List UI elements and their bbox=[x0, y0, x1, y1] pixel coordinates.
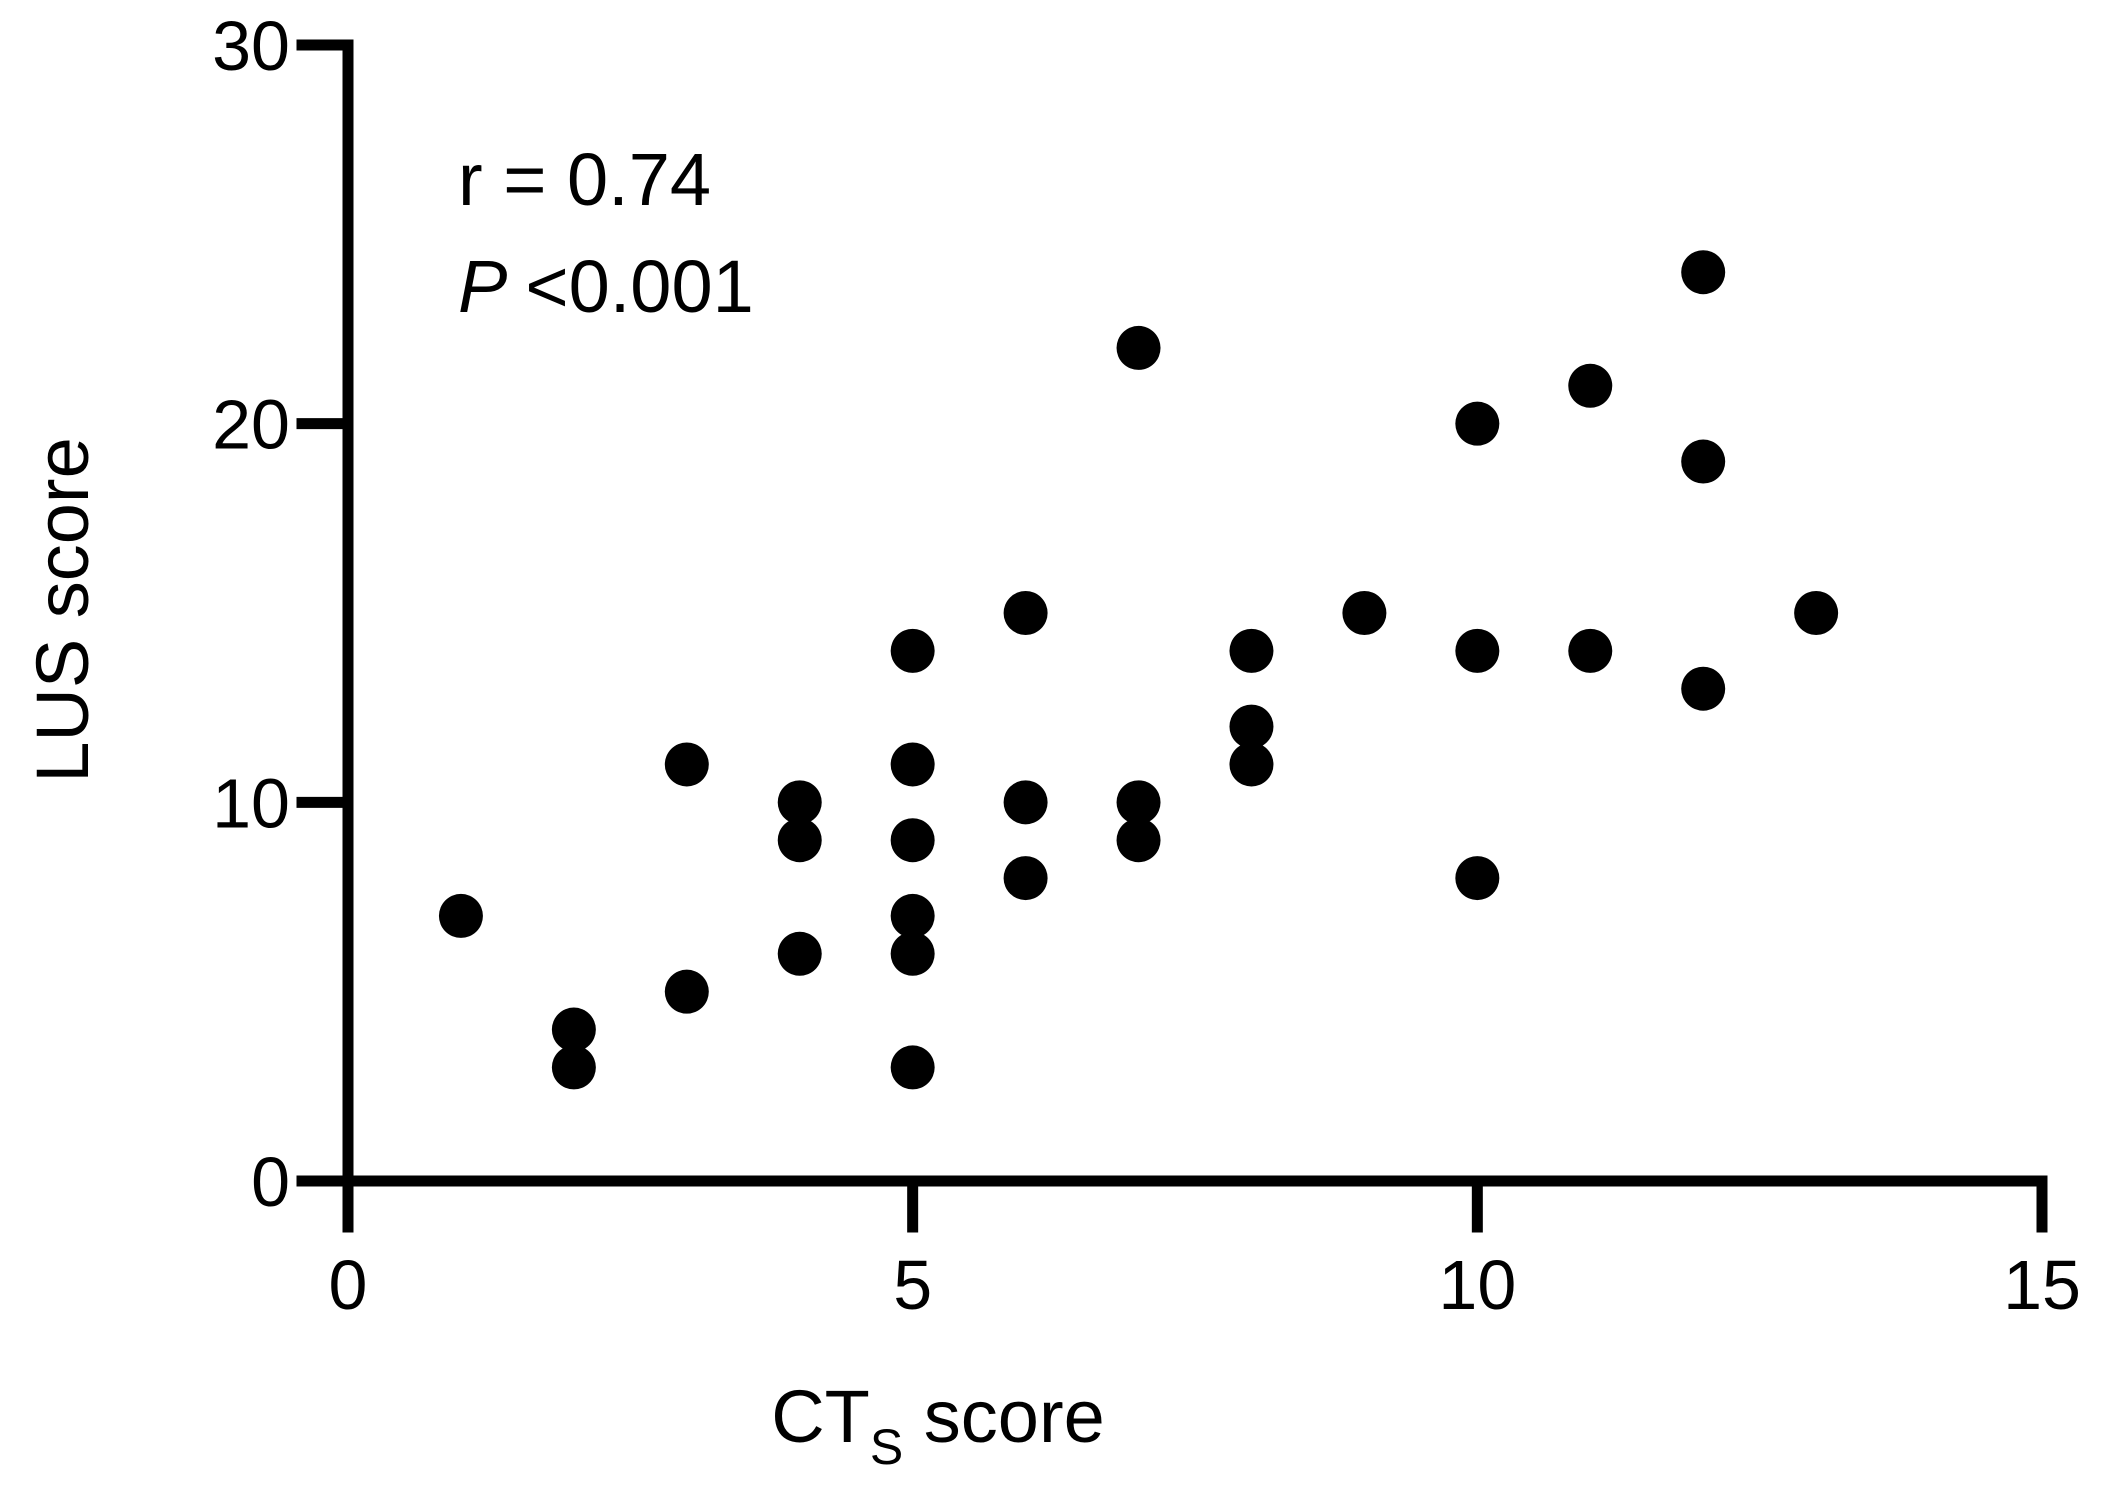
y-tick-label: 10 bbox=[212, 764, 290, 842]
x-axis-title-subscript: S bbox=[870, 1419, 903, 1475]
data-point bbox=[1794, 591, 1839, 635]
y-tick-label: 20 bbox=[212, 386, 290, 464]
x-axis-title-suffix: score bbox=[903, 1375, 1105, 1458]
annotation-p-value: <0.001 bbox=[525, 245, 753, 328]
x-tick-label: 15 bbox=[2003, 1246, 2081, 1324]
y-axis-title: LUS score bbox=[21, 437, 104, 782]
data-point bbox=[1568, 628, 1613, 673]
data-point bbox=[551, 1007, 596, 1052]
annotation-p-symbol: P bbox=[458, 245, 507, 328]
data-point bbox=[1229, 704, 1274, 749]
x-axis-title: CTS score bbox=[771, 1375, 1105, 1475]
x-tick-label: 5 bbox=[893, 1246, 932, 1324]
data-point bbox=[551, 1045, 596, 1090]
y-tick-label: 0 bbox=[251, 1143, 290, 1221]
data-point bbox=[1455, 401, 1500, 446]
data-points bbox=[438, 250, 1839, 1090]
data-point bbox=[1116, 780, 1161, 825]
data-point bbox=[1681, 250, 1726, 295]
x-tick-label: 10 bbox=[1438, 1246, 1516, 1324]
data-point bbox=[1342, 591, 1387, 635]
data-point bbox=[1681, 439, 1726, 484]
data-point bbox=[1116, 818, 1161, 863]
data-point bbox=[1229, 628, 1274, 673]
data-point bbox=[1681, 666, 1726, 711]
annotation-p: P <0.001 bbox=[458, 245, 754, 328]
data-point bbox=[890, 1045, 935, 1090]
data-point bbox=[438, 893, 483, 938]
data-point bbox=[890, 893, 935, 938]
data-point bbox=[1455, 628, 1500, 673]
annotation-r: r = 0.74 bbox=[458, 138, 711, 221]
data-point bbox=[777, 780, 822, 825]
data-point bbox=[1003, 780, 1048, 825]
data-point bbox=[890, 742, 935, 787]
data-point bbox=[890, 818, 935, 863]
data-point bbox=[1003, 856, 1048, 901]
x-tick-label: 0 bbox=[329, 1246, 368, 1324]
data-point bbox=[1003, 591, 1048, 635]
y-tick-label: 30 bbox=[212, 7, 290, 85]
data-point bbox=[1455, 856, 1500, 901]
axes: 0 5 10 15 0 10 20 30 bbox=[212, 7, 2081, 1324]
x-axis-title-main: CT bbox=[771, 1375, 870, 1458]
data-point bbox=[1568, 363, 1613, 408]
data-point bbox=[777, 818, 822, 863]
data-point bbox=[664, 969, 709, 1014]
data-point bbox=[890, 931, 935, 976]
data-point bbox=[777, 931, 822, 976]
data-point bbox=[1229, 742, 1274, 787]
data-point bbox=[1116, 325, 1161, 370]
data-point bbox=[664, 742, 709, 787]
data-point bbox=[890, 628, 935, 673]
